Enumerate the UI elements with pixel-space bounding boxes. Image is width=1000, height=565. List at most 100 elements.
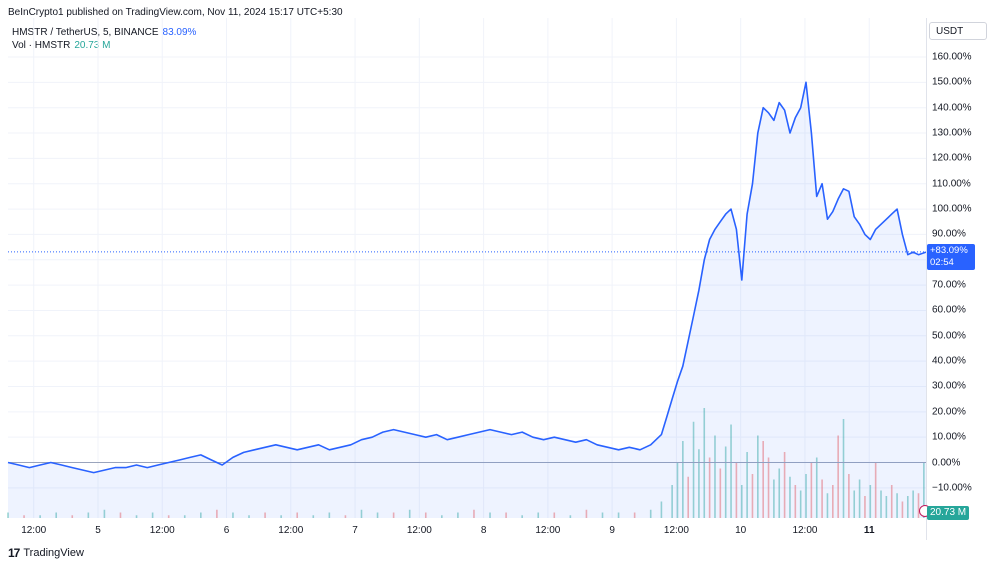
volume-tag: 20.73 M bbox=[927, 506, 969, 520]
y-tick-label: 120.00% bbox=[932, 152, 972, 164]
y-tick-label: 10.00% bbox=[932, 431, 966, 443]
volume-bar-36 bbox=[585, 509, 588, 518]
volume-bar-19 bbox=[312, 515, 315, 518]
volume-bar-29 bbox=[473, 509, 475, 518]
volume-bar-41 bbox=[660, 501, 663, 518]
volume-bar-34 bbox=[553, 512, 556, 518]
volume-bar-3 bbox=[55, 512, 58, 518]
volume-bar-80 bbox=[874, 463, 877, 518]
x-tick-label: 11 bbox=[863, 525, 875, 536]
y-tick-label: 100.00% bbox=[932, 203, 972, 215]
y-tick-label: 30.00% bbox=[932, 380, 966, 392]
volume-bar-60 bbox=[767, 457, 770, 518]
volume-bar-88 bbox=[917, 493, 920, 518]
volume-bar-55 bbox=[740, 485, 743, 518]
y-tick-label: 130.00% bbox=[932, 127, 972, 139]
volume-bar-86 bbox=[906, 496, 909, 518]
volume-bar-31 bbox=[505, 512, 507, 518]
x-tick-label: 5 bbox=[95, 525, 101, 536]
x-tick-label: 12:00 bbox=[792, 525, 818, 536]
volume-bar-21 bbox=[344, 515, 347, 518]
volume-legend[interactable]: Vol · HMSTR 20.73 M bbox=[12, 40, 110, 51]
volume-bar-44 bbox=[682, 441, 684, 518]
volume-bar-39 bbox=[633, 512, 636, 518]
volume-bar-89 bbox=[923, 463, 925, 518]
y-tick-label: 20.00% bbox=[932, 406, 966, 418]
x-tick-label: 6 bbox=[223, 525, 230, 536]
volume-bar-18 bbox=[296, 512, 299, 518]
volume-bar-68 bbox=[810, 463, 813, 518]
y-tick-label: 70.00% bbox=[932, 279, 966, 291]
volume-bar-54 bbox=[735, 463, 738, 518]
x-tick-label: 9 bbox=[609, 525, 615, 536]
volume-bar-1 bbox=[23, 515, 25, 518]
last-price-tag: +83.09% 02:54 bbox=[927, 244, 975, 270]
volume-label: Vol · HMSTR bbox=[12, 40, 71, 51]
x-tick-label: 12:00 bbox=[278, 525, 304, 536]
volume-bar-62 bbox=[778, 468, 781, 518]
x-tick-label: 12:00 bbox=[21, 525, 47, 536]
volume-bar-56 bbox=[746, 452, 748, 518]
volume-bar-15 bbox=[248, 515, 250, 518]
x-tick-label: 10 bbox=[735, 525, 747, 536]
volume-bar-65 bbox=[794, 485, 797, 518]
publisher-line: BeInCrypto1 published on TradingView.com… bbox=[8, 7, 343, 18]
volume-bar-2 bbox=[39, 515, 41, 518]
volume-bar-84 bbox=[896, 493, 898, 518]
volume-bar-72 bbox=[832, 485, 834, 518]
x-tick-label: 12:00 bbox=[149, 525, 175, 536]
volume-bar-67 bbox=[805, 474, 807, 518]
volume-bar-75 bbox=[848, 474, 850, 518]
volume-bar-40 bbox=[649, 509, 652, 518]
volume-bar-83 bbox=[890, 485, 893, 518]
volume-bar-77 bbox=[858, 479, 861, 518]
volume-bar-87 bbox=[912, 490, 914, 518]
volume-bar-32 bbox=[521, 515, 523, 518]
volume-bar-64 bbox=[789, 476, 791, 518]
volume-bar-26 bbox=[424, 512, 427, 518]
volume-bar-74 bbox=[842, 419, 845, 518]
volume-bars bbox=[7, 408, 925, 518]
price-line bbox=[7, 81, 927, 474]
volume-bar-58 bbox=[757, 435, 759, 518]
tradingview-brand[interactable]: 17 TradingView bbox=[8, 546, 84, 560]
y-tick-label: 90.00% bbox=[932, 228, 966, 240]
y-tick-label: 40.00% bbox=[932, 355, 966, 367]
y-tick-label: 150.00% bbox=[932, 76, 972, 88]
volume-bar-81 bbox=[880, 490, 882, 518]
currency-button[interactable]: USDT bbox=[929, 22, 987, 40]
volume-bar-0 bbox=[7, 512, 9, 518]
volume-bar-71 bbox=[826, 493, 829, 518]
symbol-legend[interactable]: HMSTR / TetherUS, 5, BINANCE 83.09% bbox=[12, 27, 196, 38]
volume-bar-17 bbox=[280, 515, 282, 518]
volume-bar-59 bbox=[762, 441, 764, 518]
volume-bar-24 bbox=[392, 512, 395, 518]
y-tick-label: 110.00% bbox=[932, 178, 971, 190]
volume-bar-47 bbox=[698, 449, 700, 518]
volume-bar-4 bbox=[71, 515, 74, 518]
symbol-name: HMSTR / TetherUS, 5, BINANCE bbox=[12, 27, 159, 38]
volume-bar-35 bbox=[569, 515, 572, 518]
volume-bar-13 bbox=[216, 509, 218, 518]
volume-bar-23 bbox=[376, 512, 379, 518]
volume-bar-43 bbox=[676, 463, 679, 518]
tradingview-logo-icon: 17 bbox=[8, 546, 20, 560]
volume-bar-28 bbox=[457, 512, 459, 518]
x-tick-label: 12:00 bbox=[663, 525, 689, 536]
volume-bar-49 bbox=[708, 457, 711, 518]
volume-bar-10 bbox=[167, 515, 170, 518]
volume-bar-33 bbox=[537, 512, 540, 518]
volume-bar-5 bbox=[87, 512, 90, 518]
volume-bar-9 bbox=[151, 512, 154, 518]
volume-bar-42 bbox=[671, 485, 673, 518]
volume-bar-22 bbox=[360, 509, 363, 518]
price-area-fill bbox=[8, 82, 926, 519]
volume-bar-52 bbox=[724, 446, 727, 518]
y-tick-label: 160.00% bbox=[932, 51, 972, 63]
volume-bar-14 bbox=[232, 512, 234, 518]
volume-bar-25 bbox=[408, 509, 411, 518]
y-tick-label: 140.00% bbox=[932, 102, 972, 114]
volume-bar-51 bbox=[719, 468, 722, 518]
volume-bar-53 bbox=[730, 424, 732, 518]
